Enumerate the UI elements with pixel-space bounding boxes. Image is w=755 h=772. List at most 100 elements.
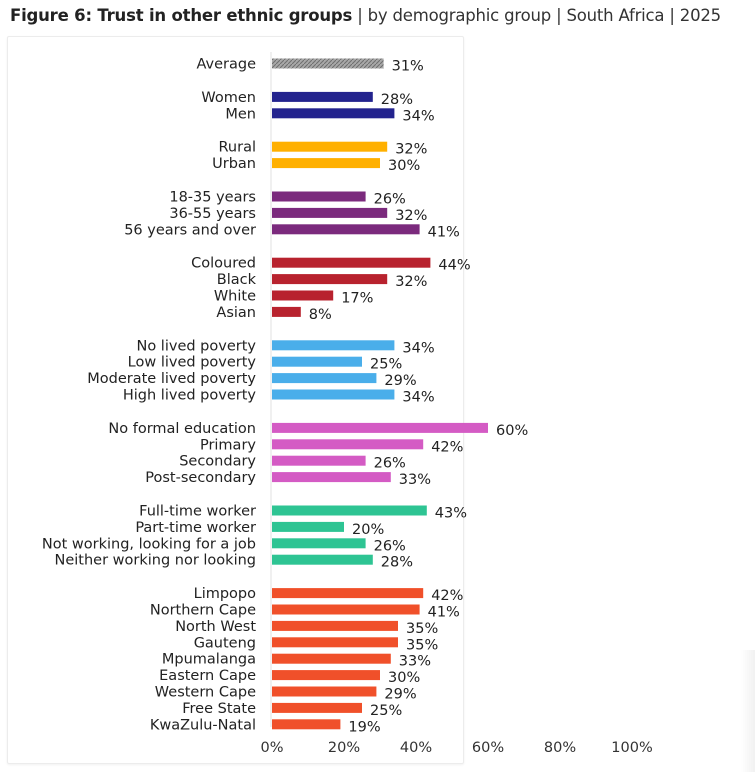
bar-group-gender: Women 28% Men 34%	[201, 90, 434, 124]
bar-free-state	[272, 702, 362, 713]
value-label: 31%	[392, 59, 424, 75]
value-label: 30%	[388, 158, 420, 174]
bar-group-age: 18-35 years 26% 36-55 years 32% 56 years and…	[124, 190, 460, 241]
value-label: 42%	[431, 439, 463, 455]
bars-layer: Average 31% Women 28% Men 34% Rural 32% Urban 30%…	[42, 57, 528, 736]
category-label: White	[214, 289, 256, 305]
category-label: No formal education	[108, 421, 256, 437]
bar-men	[272, 108, 395, 119]
value-label: 8%	[309, 307, 332, 323]
category-label: No lived poverty	[136, 338, 256, 354]
value-label: 28%	[381, 92, 413, 108]
bar-women	[272, 91, 373, 102]
x-tick-label: 20%	[328, 740, 360, 756]
bar-56-years-and-over	[272, 224, 420, 235]
category-label: Northern Cape	[150, 603, 256, 619]
value-label: 26%	[374, 192, 406, 208]
category-label: North West	[175, 619, 256, 635]
bar-post-secondary	[272, 472, 391, 483]
bar-urban	[272, 158, 380, 169]
value-label: 20%	[352, 522, 384, 538]
category-label: Secondary	[179, 454, 256, 470]
bar-group-province: Limpopo 42% Northern Cape 41% North West 35% G…	[150, 586, 464, 735]
value-label: 25%	[370, 357, 402, 373]
value-label: 29%	[384, 687, 416, 703]
value-label: 33%	[399, 654, 431, 670]
bar-average	[272, 58, 384, 69]
category-label: Moderate lived poverty	[87, 371, 256, 387]
category-label: Men	[225, 106, 256, 122]
bar-kwazulu-natal	[272, 719, 341, 730]
bar-no-formal-education	[272, 422, 488, 433]
bar-group-education: No formal education 60% Primary 42% Secondar…	[108, 421, 528, 488]
bar-black	[272, 274, 388, 285]
value-label: 34%	[402, 340, 434, 356]
bar-mpumalanga	[272, 653, 391, 664]
category-label: Asian	[216, 305, 256, 321]
value-label: 35%	[406, 637, 438, 653]
bar-neither-working-nor-looking	[272, 554, 373, 565]
category-label: KwaZulu-Natal	[150, 717, 256, 733]
category-label: Western Cape	[155, 685, 256, 701]
category-label: Coloured	[191, 256, 256, 272]
value-label: 30%	[388, 670, 420, 686]
figure-title: Figure 6: Trust in other ethnic groups |…	[10, 6, 721, 25]
bar-primary	[272, 439, 424, 450]
bar-northern-cape	[272, 604, 420, 615]
category-label: Mpumalanga	[162, 652, 256, 668]
value-label: 41%	[428, 605, 460, 621]
category-label: Not working, looking for a job	[42, 536, 256, 552]
bar-asian	[272, 306, 301, 317]
value-label: 28%	[381, 555, 413, 571]
bar-western-cape	[272, 686, 377, 697]
bar-group-employment: Full-time worker 43% Part-time worker 20% No…	[42, 504, 467, 571]
category-label: Gauteng	[194, 635, 256, 651]
category-label: Average	[196, 57, 256, 73]
value-label: 43%	[435, 506, 467, 522]
bar-north-west	[272, 620, 398, 631]
page-edge-shadow	[741, 650, 755, 772]
value-label: 32%	[395, 142, 427, 158]
bar-full-time-worker	[272, 505, 427, 516]
value-label: 32%	[395, 208, 427, 224]
value-label: 41%	[428, 224, 460, 240]
x-tick-label: 0%	[260, 740, 283, 756]
bar-part-time-worker	[272, 521, 344, 532]
value-label: 26%	[374, 538, 406, 554]
category-label: 56 years and over	[124, 222, 256, 238]
category-label: Primary	[200, 437, 256, 453]
category-label: High lived poverty	[123, 388, 257, 404]
bar-group-average: Average 31%	[196, 57, 423, 75]
x-tick-label: 40%	[400, 740, 432, 756]
x-tick-label: 100%	[611, 740, 652, 756]
bar-36-55-years	[272, 207, 388, 218]
chart-frame	[7, 36, 464, 764]
bar-group-lived-poverty: No lived poverty 34% Low lived poverty 25% M…	[87, 338, 434, 405]
value-label: 33%	[399, 472, 431, 488]
category-label: Urban	[212, 156, 256, 172]
value-label: 17%	[341, 291, 373, 307]
category-label: Neither working nor looking	[54, 553, 256, 569]
bar-coloured	[272, 257, 431, 268]
value-label: 42%	[431, 588, 463, 604]
value-label: 26%	[374, 456, 406, 472]
category-label: 18-35 years	[169, 190, 256, 206]
bar-white	[272, 290, 334, 301]
x-tick-label: 80%	[544, 740, 576, 756]
figure-title-main: Figure 6: Trust in other ethnic groups	[10, 6, 353, 25]
category-label: Low lived poverty	[128, 355, 257, 371]
figure-title-subtitle: | by demographic group | South Africa | …	[352, 6, 721, 25]
value-label: 35%	[406, 621, 438, 637]
category-label: Part-time worker	[135, 520, 256, 536]
bar-18-35-years	[272, 191, 366, 202]
x-tick-label: 60%	[472, 740, 504, 756]
bar-low-lived-poverty	[272, 356, 362, 367]
x-axis-ticks: 0% 20% 40% 60% 80% 100%	[260, 740, 652, 756]
bar-secondary	[272, 455, 366, 466]
category-label: Free State	[182, 701, 256, 717]
category-label: Black	[217, 272, 257, 288]
value-label: 25%	[370, 703, 402, 719]
bar-eastern-cape	[272, 670, 380, 681]
bar-group-race: Coloured 44% Black 32% White 17% Asian 8%	[191, 256, 470, 323]
